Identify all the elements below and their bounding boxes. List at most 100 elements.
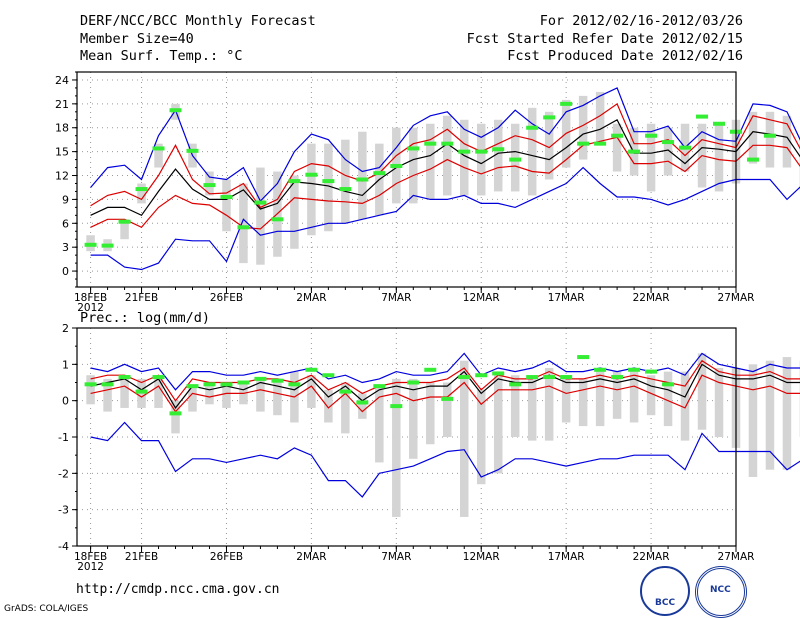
forecast-period: For 2012/02/16-2012/03/26 [539, 13, 743, 29]
observed-marker [679, 145, 692, 150]
observed-marker [135, 187, 148, 192]
y-tick-label: -1 [58, 431, 69, 444]
range-bar [324, 389, 333, 423]
range-bar [663, 127, 673, 176]
range-bar [527, 107, 537, 196]
observed-marker [577, 141, 590, 146]
observed-marker [322, 373, 335, 378]
y-tick-label: -3 [58, 504, 69, 517]
observed-marker [203, 183, 216, 188]
y-tick-label: 3 [62, 241, 69, 254]
observed-marker [577, 355, 590, 360]
x-tick-label: 21FEB [125, 292, 158, 304]
y-tick-label: 15 [55, 146, 69, 159]
range-bar [595, 371, 605, 427]
observed-marker [169, 108, 182, 113]
started-date: Fcst Started Refer Date 2012/02/15 [466, 31, 743, 47]
range-bar [137, 183, 146, 204]
member-size: Member Size=40 [80, 31, 194, 47]
x-tick-label: 26FEB [210, 292, 243, 304]
observed-marker [424, 141, 437, 146]
range-bar [324, 143, 333, 232]
observed-marker [611, 133, 624, 138]
range-bar [714, 367, 724, 437]
range-bar [612, 371, 622, 419]
range-bar [154, 143, 163, 168]
range-bar [765, 360, 775, 470]
observed-marker [390, 163, 403, 168]
observed-marker [339, 187, 352, 192]
range-bar [256, 167, 265, 265]
panel-2: -4 -3 -2 -1 0 1 2 18FEB 21FEB 26FEB 2MAR 7MAR 12MAR 1… [58, 310, 800, 573]
observed-marker [509, 157, 522, 162]
observed-marker [390, 404, 403, 409]
range-bar [171, 400, 180, 434]
range-bar [256, 378, 265, 412]
x-tick-label: 2MAR [296, 551, 326, 563]
source-url[interactable]: http://cmdp.ncc.cma.gov.cn [76, 582, 280, 597]
range-bar [748, 364, 758, 477]
observed-marker [526, 125, 539, 130]
observed-marker [645, 133, 658, 138]
observed-marker [696, 114, 709, 119]
observed-marker [186, 384, 199, 389]
range-bar [375, 386, 384, 463]
observed-marker [662, 382, 675, 387]
x-tick-label: 27MAR [718, 292, 755, 304]
observed-marker [305, 172, 318, 177]
observed-marker [84, 242, 97, 247]
observed-marker [458, 149, 471, 154]
ncc-logo: NCC [695, 566, 747, 618]
range-bar [409, 378, 418, 459]
range-bar [578, 95, 588, 160]
panel-subtitle: Prec.: log(mm/d) [80, 310, 210, 326]
observed-marker [237, 380, 250, 385]
range-bar [629, 371, 639, 423]
range-bar [714, 123, 724, 192]
observed-marker [84, 382, 97, 387]
chart-title: DERF/NCC/BCC Monthly Forecast [80, 13, 316, 29]
range-bar [782, 115, 792, 168]
observed-marker [288, 382, 301, 387]
observed-marker [220, 382, 233, 387]
observed-marker [492, 147, 505, 152]
x-tick-label: 18FEB [74, 551, 107, 563]
observed-marker [186, 148, 199, 153]
y-tick-label: 0 [62, 265, 69, 278]
series-line-mean [90, 363, 800, 409]
series-line-lower [90, 136, 800, 230]
x-tick-label: 22MAR [633, 292, 670, 304]
observed-marker [594, 367, 607, 372]
series-line-lower [90, 374, 800, 413]
range-bar [120, 219, 129, 240]
observed-marker [475, 149, 488, 154]
range-bar [612, 123, 622, 172]
observed-marker [152, 146, 165, 151]
range-bar [426, 123, 435, 200]
range-bar [680, 371, 690, 441]
y-tick-label: 6 [62, 217, 69, 230]
series-line-upper [90, 102, 800, 209]
range-bar [86, 375, 95, 405]
bcc-logo-text: BCC [655, 598, 676, 608]
observed-marker [101, 382, 114, 387]
range-bar [120, 375, 129, 408]
range-bar [222, 382, 231, 408]
bcc-logo: BCC [640, 566, 690, 616]
range-bar [358, 393, 367, 419]
range-bar [341, 382, 350, 434]
range-bar [544, 111, 554, 180]
x-tick-label: 12MAR [463, 292, 500, 304]
observed-marker [356, 177, 369, 182]
observed-marker [611, 375, 624, 380]
y-tick-label: 24 [55, 74, 69, 87]
range-bar [460, 119, 469, 196]
range-bar [290, 175, 299, 249]
x-tick-label: 2MAR [296, 292, 326, 304]
observed-marker [628, 367, 641, 372]
range-bar [307, 375, 316, 408]
observed-marker [662, 140, 675, 145]
observed-marker [713, 121, 726, 126]
range-bar [493, 371, 503, 474]
x-tick-label: 22MAR [633, 551, 670, 563]
